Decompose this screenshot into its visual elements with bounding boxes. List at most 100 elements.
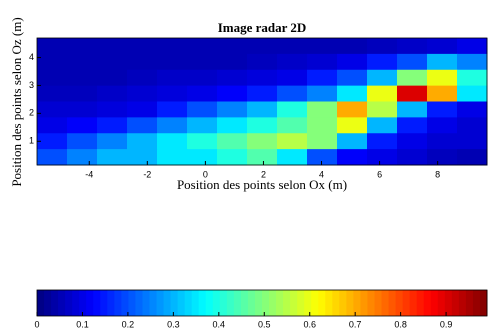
colorbar-tick-label: 0.4 (213, 319, 226, 329)
colorbar-swatch (247, 290, 256, 316)
heatmap-cell (67, 69, 98, 87)
colorbar-swatch (79, 290, 87, 316)
colorbar-swatch (177, 290, 186, 316)
heatmap-cell (157, 133, 188, 150)
colorbar-swatch (283, 290, 291, 316)
colorbar-swatch (58, 290, 66, 316)
heatmap-cell (127, 101, 158, 118)
heatmap-cell (157, 149, 188, 166)
colorbar-swatch (198, 290, 207, 316)
heatmap-cell (217, 149, 248, 166)
plot-frame (36, 37, 488, 166)
heatmap-cell (217, 85, 248, 102)
heatmap-cell (367, 101, 398, 118)
colorbar-swatch (325, 290, 333, 316)
colorbar-swatch (212, 290, 221, 316)
colorbar-swatch (374, 290, 383, 316)
heatmap-cell (427, 101, 458, 118)
x-tick-label: -4 (85, 169, 93, 179)
heatmap-cell (187, 53, 218, 71)
heatmap-cell (187, 69, 218, 87)
heatmap-cell (457, 117, 488, 134)
colorbar-swatch (353, 290, 361, 316)
colorbar-swatch (114, 290, 122, 316)
heatmap-cell (37, 38, 68, 55)
colorbar-swatch (458, 290, 467, 316)
heatmap-cell (187, 117, 218, 134)
y-tick-label: 1 (29, 136, 34, 146)
heatmap-cell (67, 85, 98, 102)
colorbar-swatch (226, 290, 235, 316)
heatmap-cell (367, 85, 398, 102)
heatmap-cell (97, 133, 128, 150)
colorbar-swatch (163, 290, 172, 316)
colorbar-swatch (430, 290, 439, 316)
colorbar-swatch (290, 290, 298, 316)
heatmap-cell (397, 53, 428, 71)
heatmap-cell (307, 101, 338, 118)
heatmap-cell (277, 101, 308, 118)
colorbar-tick-label: 0.9 (440, 319, 453, 329)
x-axis-label: Position des points selon Ox (m) (177, 177, 347, 192)
heatmap-cell (187, 149, 218, 166)
heatmap-cell (427, 38, 458, 55)
heatmap-cell (37, 101, 68, 118)
colorbar-swatch (156, 290, 165, 316)
colorbar-swatch (135, 290, 143, 316)
colorbar-tick-label: 0.5 (258, 319, 271, 329)
heatmap-cell (457, 38, 488, 55)
colorbar-tick-label: 0.6 (303, 319, 316, 329)
colorbar-tick-label: 0.7 (349, 319, 362, 329)
colorbar-swatch (121, 290, 129, 316)
y-tick-label: 3 (29, 80, 34, 90)
heatmap-cell (397, 117, 428, 134)
colorbar-swatch (149, 290, 158, 316)
heatmap-cell (457, 133, 488, 150)
heatmap-cell (217, 69, 248, 87)
heatmap-cell (187, 101, 218, 118)
colorbar-swatch (311, 290, 319, 316)
colorbar-tick-label: 0.3 (167, 319, 180, 329)
heatmap-cell (307, 69, 338, 87)
heatmap-cell (277, 117, 308, 134)
colorbar-swatch (465, 290, 474, 316)
heatmap-cell (37, 69, 68, 87)
heatmap-cell (397, 85, 428, 102)
colorbar-swatch (423, 290, 432, 316)
colorbar-frame (36, 289, 488, 317)
heatmap-cell (67, 117, 98, 134)
heatmap-cell (277, 85, 308, 102)
colorbar-swatch (276, 290, 284, 316)
heatmap-cell (127, 149, 158, 166)
heatmap-cell (277, 69, 308, 87)
heatmap-cell (247, 85, 278, 102)
colorbar-swatch (332, 290, 340, 316)
colorbar-tick-label: 0 (34, 319, 39, 329)
colorbar-swatch (388, 290, 397, 316)
heatmap-cell (277, 38, 308, 55)
colorbar-swatch (65, 290, 73, 316)
chart-title: Image radar 2D (218, 20, 307, 35)
heatmap-cell (367, 69, 398, 87)
x-tick-label: 4 (319, 169, 324, 179)
colorbar-swatch (37, 290, 45, 316)
colorbar-swatch (262, 290, 270, 316)
heatmap-cell (457, 85, 488, 102)
colorbar-swatch (254, 290, 263, 316)
heatmap-cell (37, 117, 68, 134)
heatmap-cell (277, 149, 308, 166)
colorbar-swatch (219, 290, 228, 316)
colorbar-swatch (318, 290, 326, 316)
heatmap-cell (337, 53, 368, 71)
heatmap-cell (127, 53, 158, 71)
heatmap-cell (97, 117, 128, 134)
colorbar-swatch (402, 290, 411, 316)
x-tick-label: 8 (435, 169, 440, 179)
heatmap-cell (397, 149, 428, 166)
heatmap-cell (187, 133, 218, 150)
heatmap-cell (127, 38, 158, 55)
heatmap-cell (67, 133, 98, 150)
colorbar-swatch (191, 290, 200, 316)
heatmap-cell (157, 38, 188, 55)
